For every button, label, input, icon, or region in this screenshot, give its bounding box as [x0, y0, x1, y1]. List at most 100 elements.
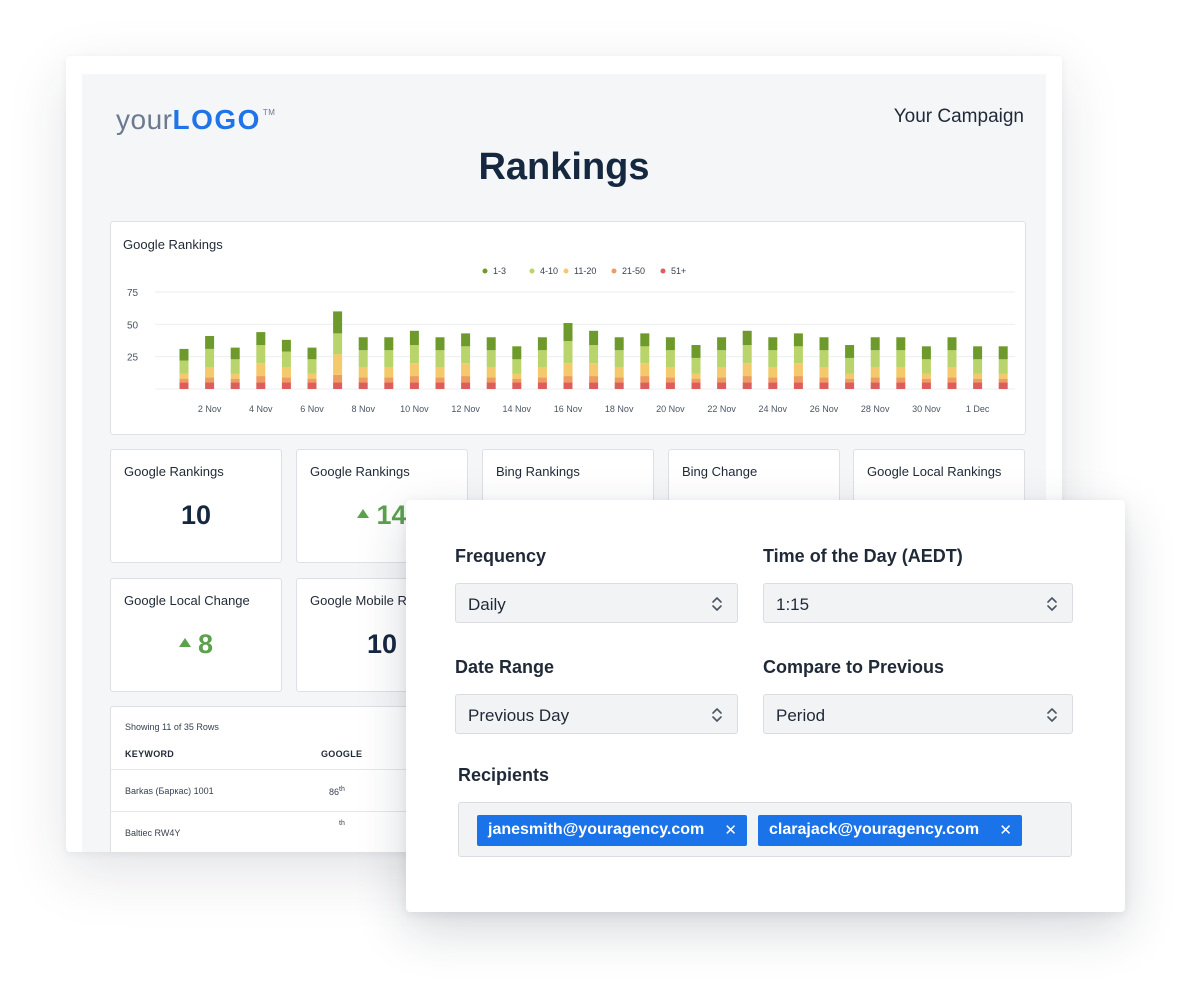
- bar-segment-21-50: [358, 377, 368, 383]
- x-tick-label: 10 Nov: [400, 404, 429, 414]
- bar-segment-11-20: [230, 373, 240, 379]
- bar-segment-4-10: [230, 359, 240, 374]
- schedule-settings-panel: Frequency Daily Time of the Day (AEDT) 1…: [406, 500, 1125, 912]
- bar-segment-1-3: [896, 337, 906, 351]
- y-tick-label: 75: [127, 288, 139, 299]
- bar-segment-4-10: [640, 346, 650, 364]
- bar-segment-11-20: [307, 373, 317, 379]
- bar-segment-11-20: [998, 373, 1008, 379]
- bar-segment-51+: [896, 382, 906, 389]
- bar-segment-51+: [819, 382, 829, 389]
- bar-segment-1-3: [793, 333, 803, 347]
- bar-segment-4-10: [205, 348, 215, 368]
- bar-segment-21-50: [230, 378, 240, 383]
- bar-segment-51+: [307, 382, 317, 389]
- bar-segment-1-3: [819, 337, 829, 351]
- bar-segment-1-3: [947, 337, 957, 351]
- date-range-label: Date Range: [455, 657, 555, 677]
- bar-segment-4-10: [793, 346, 803, 364]
- metric-label: Google Local Rankings: [867, 464, 1002, 479]
- bar-segment-51+: [614, 382, 624, 389]
- bar-segment-51+: [717, 382, 727, 389]
- rank-suffix: th: [339, 786, 345, 793]
- legend-swatch: [563, 268, 569, 274]
- bar-segment-1-3: [921, 346, 931, 360]
- bar-segment-4-10: [947, 350, 957, 368]
- bar-segment-4-10: [537, 350, 547, 368]
- bar-segment-4-10: [409, 345, 419, 364]
- bar-segment-21-50: [461, 376, 471, 383]
- bar-segment-51+: [742, 382, 752, 389]
- bar-segment-11-20: [358, 367, 368, 378]
- bar-segment-51+: [589, 382, 599, 389]
- date-range-select[interactable]: Previous Day: [455, 694, 738, 734]
- bar-segment-11-20: [256, 363, 266, 377]
- bar-segment-4-10: [512, 359, 522, 374]
- bar-segment-4-10: [563, 341, 573, 364]
- x-tick-label: 24 Nov: [759, 404, 788, 414]
- recipients-label: Recipients: [458, 765, 550, 785]
- bar-segment-51+: [461, 382, 471, 389]
- rank-value: 86: [329, 787, 340, 797]
- bar-segment-4-10: [691, 357, 701, 374]
- logo-brand: LOGO: [172, 104, 261, 135]
- bar-segment-4-10: [768, 350, 778, 368]
- compare-label: Compare to Previous: [763, 657, 945, 677]
- bar-segment-21-50: [256, 376, 266, 383]
- bar-segment-21-50: [921, 378, 931, 383]
- legend-swatch: [611, 268, 617, 274]
- bar-segment-4-10: [921, 359, 931, 374]
- bar-segment-1-3: [768, 337, 778, 351]
- bar-segment-21-50: [717, 377, 727, 383]
- bar-segment-11-20: [717, 367, 727, 378]
- frequency-select[interactable]: Daily: [455, 583, 738, 623]
- legend-swatch: [482, 268, 488, 274]
- bar-segment-51+: [333, 382, 343, 389]
- legend-label: 51+: [671, 266, 686, 276]
- date-range-value: Previous Day: [468, 706, 570, 725]
- recipients-input[interactable]: janesmith@youragency.com ✕ clarajack@you…: [458, 802, 1072, 857]
- bar-segment-51+: [435, 382, 445, 389]
- bar-segment-51+: [537, 382, 547, 389]
- bar-segment-1-3: [205, 335, 215, 349]
- remove-recipient-icon[interactable]: ✕: [999, 822, 1012, 839]
- bar-segment-4-10: [358, 350, 368, 368]
- bar-segment-51+: [665, 382, 675, 389]
- legend-swatch: [529, 268, 535, 274]
- bar-segment-21-50: [409, 376, 419, 383]
- metric-label: Bing Change: [682, 464, 758, 479]
- time-of-day-select[interactable]: 1:15: [763, 583, 1073, 623]
- remove-recipient-icon[interactable]: ✕: [724, 822, 737, 839]
- bar-segment-51+: [512, 382, 522, 389]
- up-down-chevron-icon: [712, 597, 722, 611]
- bar-segment-11-20: [486, 367, 496, 378]
- x-tick-label: 30 Nov: [912, 404, 941, 414]
- bar-segment-1-3: [409, 330, 419, 346]
- x-tick-label: 12 Nov: [451, 404, 480, 414]
- bar-segment-1-3: [281, 339, 291, 352]
- bar-segment-11-20: [384, 367, 394, 378]
- bar-segment-4-10: [384, 350, 394, 368]
- bar-segment-11-20: [947, 367, 957, 378]
- bar-segment-11-20: [845, 373, 855, 379]
- rank-suffix: th: [339, 820, 345, 827]
- recipient-chip: clarajack@youragency.com ✕: [758, 815, 1022, 846]
- compare-select[interactable]: Period: [763, 694, 1073, 734]
- trend-up-icon: [178, 638, 191, 648]
- bar-segment-21-50: [665, 377, 675, 383]
- time-of-day-value: 1:15: [776, 595, 810, 614]
- bar-segment-21-50: [179, 378, 189, 383]
- bar-segment-4-10: [665, 350, 675, 368]
- bar-segment-21-50: [819, 377, 829, 383]
- metric-label: Google Rankings: [310, 464, 410, 479]
- bar-segment-21-50: [973, 378, 983, 383]
- x-tick-label: 22 Nov: [707, 404, 736, 414]
- bar-segment-21-50: [640, 376, 650, 383]
- bar-segment-21-50: [845, 378, 855, 383]
- metric-value: 10: [366, 629, 398, 659]
- metric-label: Google Rankings: [124, 464, 224, 479]
- recipient-email: clarajack@youragency.com: [769, 821, 980, 838]
- x-tick-label: 26 Nov: [810, 404, 839, 414]
- x-tick-label: 28 Nov: [861, 404, 890, 414]
- bar-segment-11-20: [921, 373, 931, 379]
